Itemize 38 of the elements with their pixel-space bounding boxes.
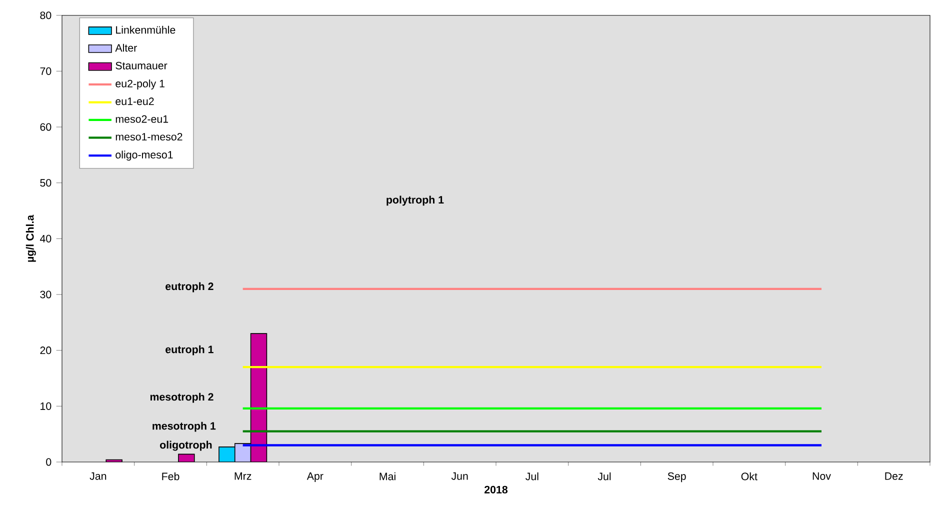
legend-label: Linkenmühle	[116, 26, 176, 34]
annotation: oligotroph	[160, 440, 212, 451]
x-tick-label: Feb	[162, 472, 180, 480]
x-tick-label: Mai	[380, 472, 396, 480]
y-tick-label: 80	[40, 12, 52, 20]
x-tick-label: Jan	[90, 472, 106, 480]
legend-label: eu1-eu2	[116, 98, 154, 106]
x-tick-label: Nov	[812, 472, 831, 480]
y-tick-label: 40	[40, 234, 52, 242]
x-tick-label: Jun	[451, 472, 468, 480]
y-tick-label: 60	[40, 123, 52, 131]
annotation: eutroph 2	[166, 282, 214, 292]
x-tick-label: Dez	[885, 472, 903, 480]
x-tick-label: Jul	[598, 472, 611, 480]
annotation: polytroph 1	[386, 196, 444, 206]
legend-label: eu2-poly 1	[116, 80, 164, 90]
annotation: mesotroph 2	[150, 392, 214, 403]
annotation: eutroph 1	[166, 345, 214, 356]
x-tick-label: Jul	[526, 472, 538, 480]
x-tick-label: Sep	[668, 472, 686, 482]
x-tick-label: Okt	[741, 472, 758, 480]
legend-label: meso1-meso2	[116, 132, 182, 141]
legend-label: oligo-meso1	[116, 150, 173, 161]
legend-label: Alter	[115, 44, 137, 52]
x-axis-title: 2018	[484, 486, 508, 494]
y-tick-label: 70	[40, 67, 52, 75]
y-tick-label: 10	[40, 402, 52, 410]
y-tick-label: 30	[40, 290, 52, 298]
y-tick-label: 20	[40, 346, 52, 354]
bar	[250, 333, 268, 462]
legend-label: meso2-eu1	[116, 115, 168, 123]
x-tick-label: Apr	[306, 472, 324, 482]
y-tick-label: 50	[40, 179, 52, 187]
legend-label: Staumauer	[116, 62, 168, 70]
x-tick-label: Mrz	[234, 472, 252, 480]
annotation: mesotroph 1	[152, 422, 216, 432]
y-tick-label: 0	[46, 458, 52, 466]
y-axis-title: µg/l Chl.a	[26, 214, 36, 262]
